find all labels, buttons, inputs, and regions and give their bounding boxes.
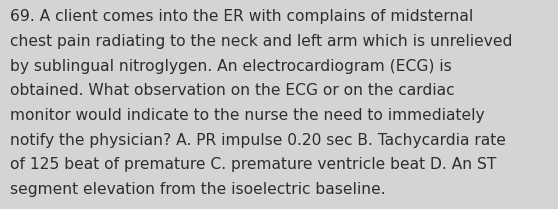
Text: of 125 beat of premature C. premature ventricle beat D. An ST: of 125 beat of premature C. premature ve… <box>10 157 497 172</box>
Text: 69. A client comes into the ER with complains of midsternal: 69. A client comes into the ER with comp… <box>10 9 473 24</box>
Text: chest pain radiating to the neck and left arm which is unrelieved: chest pain radiating to the neck and lef… <box>10 34 512 49</box>
Text: obtained. What observation on the ECG or on the cardiac: obtained. What observation on the ECG or… <box>10 83 455 98</box>
Text: segment elevation from the isoelectric baseline.: segment elevation from the isoelectric b… <box>10 182 386 197</box>
Text: notify the physician? A. PR impulse 0.20 sec B. Tachycardia rate: notify the physician? A. PR impulse 0.20… <box>10 133 506 148</box>
Text: by sublingual nitroglygen. An electrocardiogram (ECG) is: by sublingual nitroglygen. An electrocar… <box>10 59 452 74</box>
Text: monitor would indicate to the nurse the need to immediately: monitor would indicate to the nurse the … <box>10 108 485 123</box>
